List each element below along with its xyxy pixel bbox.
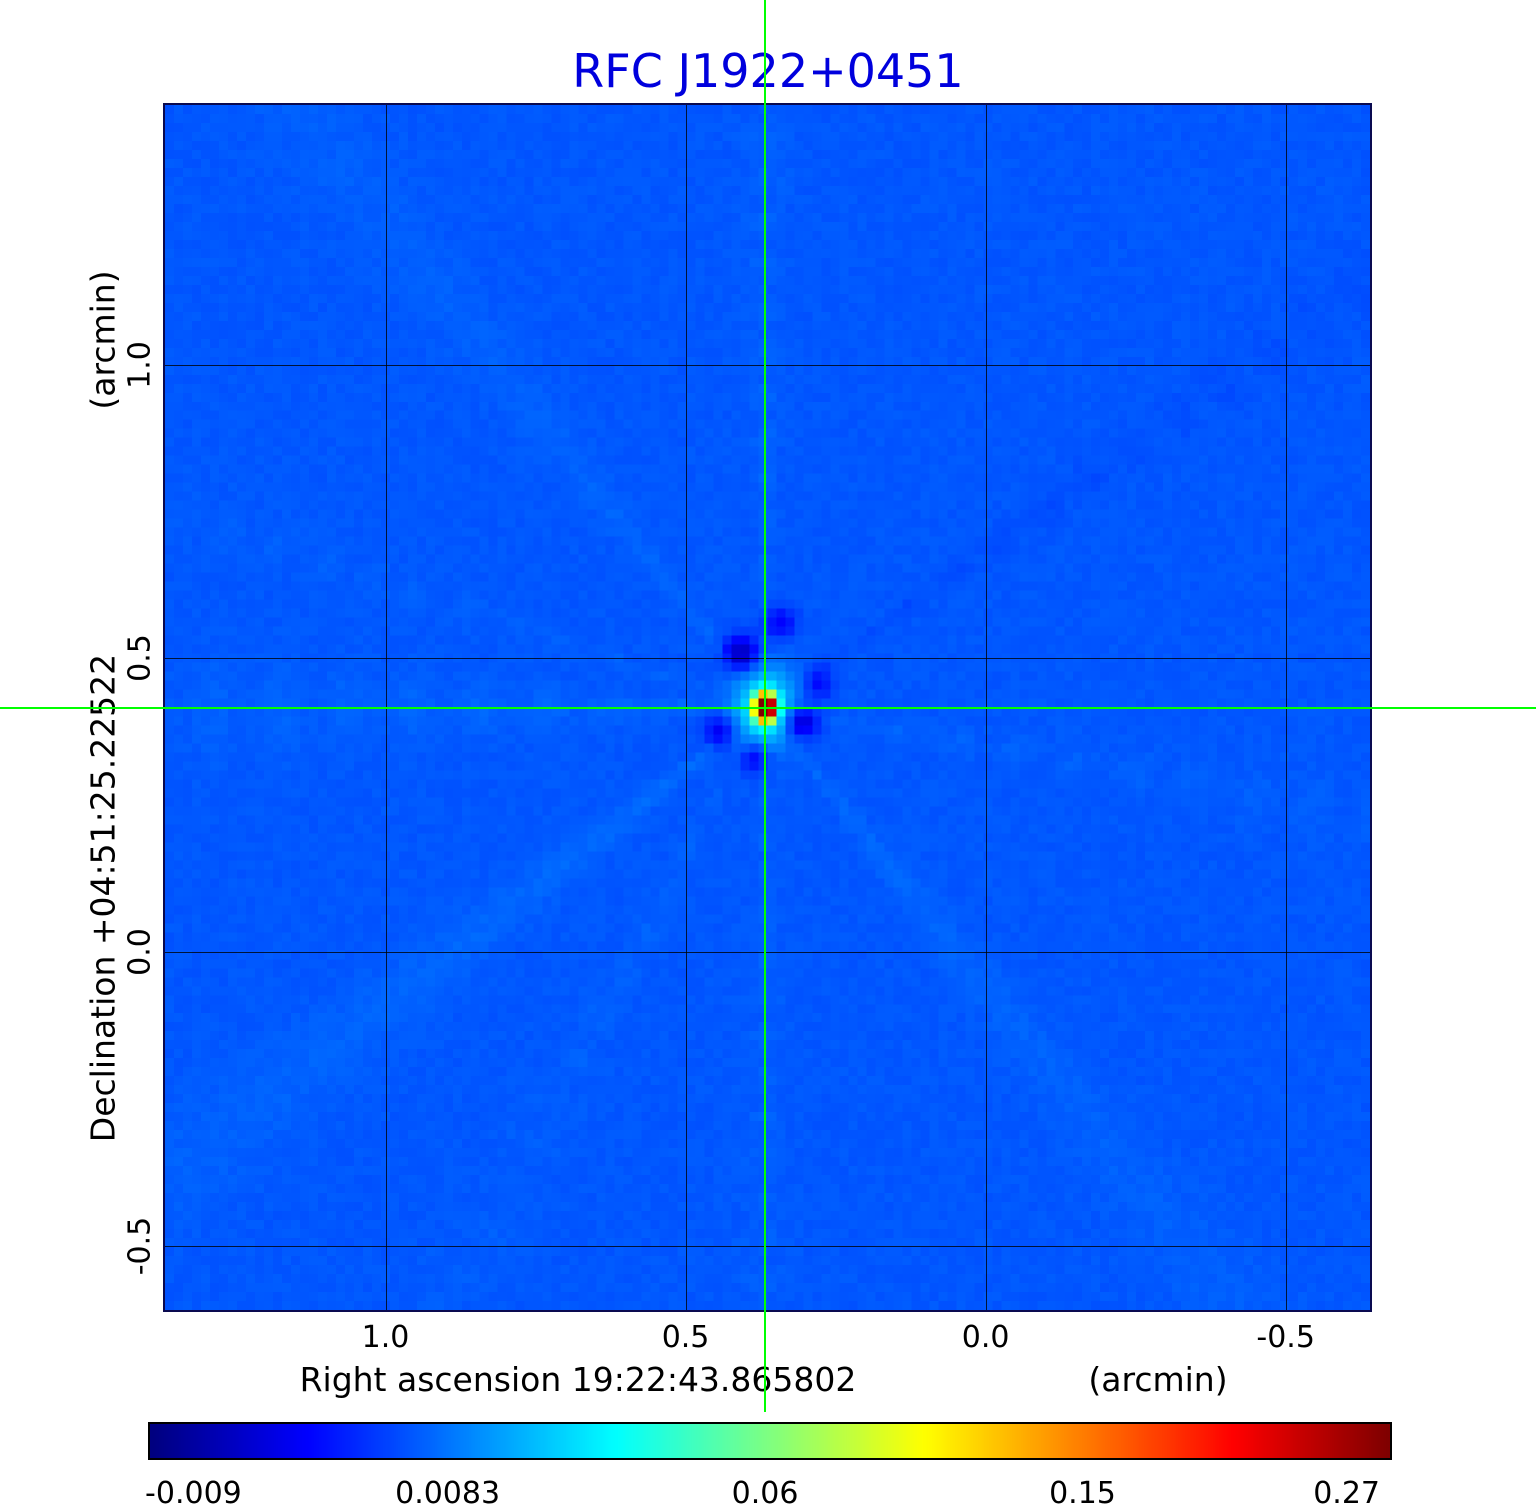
grid-line-horizontal	[165, 658, 1370, 660]
colorbar-tick-label: 0.15	[1049, 1476, 1116, 1511]
y-tick-label: 0.5	[122, 634, 158, 682]
grid-line-horizontal	[165, 1246, 1370, 1248]
x-tick-label: 1.0	[361, 1320, 410, 1355]
crosshair-vertical-line	[764, 0, 767, 1412]
colorbar-tick-label: -0.009	[145, 1476, 242, 1511]
figure-title: RFC J1922+0451	[572, 44, 964, 98]
x-axis-label: Right ascension 19:22:43.865802	[299, 1360, 857, 1399]
x-tick-label: 0.5	[661, 1320, 710, 1355]
y-tick-label: -0.5	[122, 1216, 158, 1276]
colorbar-tick-label: 0.27	[1313, 1476, 1380, 1511]
y-tick-label: 1.0	[122, 341, 158, 390]
grid-line-horizontal	[165, 365, 1370, 367]
x-axis-unit-label: (arcmin)	[1088, 1360, 1228, 1399]
colorbar-tick-label: 0.06	[731, 1476, 799, 1511]
colorbar-tick-label: 0.0083	[395, 1476, 501, 1511]
x-tick-label: -0.5	[1256, 1320, 1315, 1355]
grid-line-horizontal	[165, 952, 1370, 954]
crosshair-horizontal-line	[0, 706, 1536, 709]
y-tick-label: 0.0	[122, 928, 158, 976]
y-axis-unit-label: (arcmin)	[83, 270, 123, 410]
colorbar-gradient	[150, 1424, 1390, 1458]
y-axis-label: Declination +04:51:25.22522	[83, 653, 123, 1143]
colorbar	[148, 1422, 1392, 1460]
x-tick-label: 0.0	[961, 1320, 1010, 1355]
